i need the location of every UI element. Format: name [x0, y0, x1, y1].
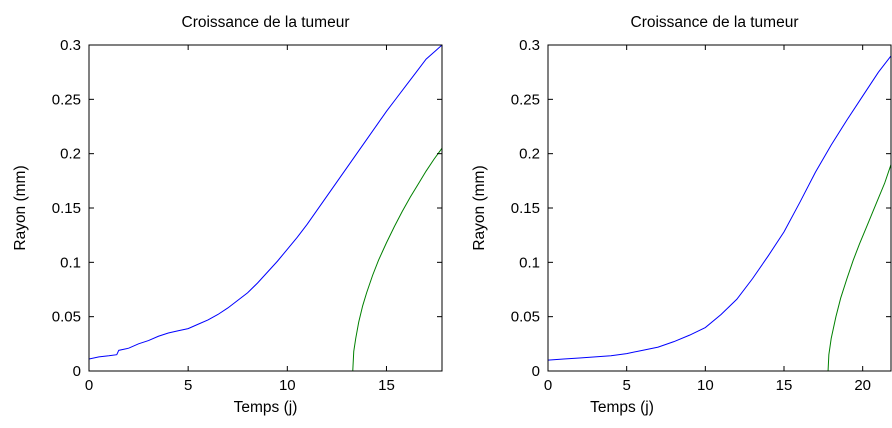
- y-tick-label: 0.2: [519, 146, 540, 163]
- y-tick-label: 0: [532, 363, 540, 380]
- y-tick-label: 0.3: [60, 37, 81, 54]
- x-tick-label: 10: [697, 377, 714, 394]
- x-axis-label: Temps (j): [234, 399, 298, 416]
- y-tick-label: 0.25: [511, 91, 540, 108]
- chart-panel-1: 0 5 10 15 0 0.05 0.1 0.15 0.2 0.25 0.3 Croissance d…: [12, 14, 443, 416]
- x-tick-label: 5: [622, 377, 630, 394]
- series-line-2: [89, 147, 442, 371]
- x-axis-label: Temps (j): [590, 399, 654, 416]
- y-tick-label: 0.05: [511, 309, 540, 326]
- x-tick-label: 15: [776, 377, 793, 394]
- y-axis-label: Rayon (mm): [12, 165, 29, 250]
- y-tick-label: 0.1: [519, 254, 540, 271]
- y-tick-label: 0.2: [60, 146, 81, 163]
- chart-title: Croissance de la tumeur: [182, 14, 350, 31]
- x-tick-label: 10: [279, 377, 296, 394]
- series-line-2: [548, 164, 891, 371]
- plot-frame: [547, 44, 892, 372]
- series-line-1: [548, 55, 891, 361]
- x-tick-label: 0: [544, 377, 552, 394]
- y-tick-label: 0.1: [60, 254, 81, 271]
- y-tick-label: 0.3: [519, 37, 540, 54]
- y-axis-label: Rayon (mm): [471, 165, 488, 250]
- y-tick-label: 0.05: [52, 309, 81, 326]
- x-tick-label: 0: [85, 377, 93, 394]
- x-tick-label: 20: [854, 377, 871, 394]
- y-tick-label: 0.25: [52, 91, 81, 108]
- chart-title: Croissance de la tumeur: [631, 14, 799, 31]
- plot-frame: [88, 44, 443, 372]
- chart-panel-2: 0 5 10 15 20 0 0.05 0.1 0.15 0.2 0.25 0.3 Croissance…: [471, 14, 892, 416]
- y-tick-label: 0.15: [52, 200, 81, 217]
- y-tick-label: 0.15: [511, 200, 540, 217]
- x-tick-label: 5: [184, 377, 192, 394]
- y-tick-label: 0: [73, 363, 81, 380]
- series-line-1: [89, 45, 442, 360]
- x-tick-label: 15: [378, 377, 395, 394]
